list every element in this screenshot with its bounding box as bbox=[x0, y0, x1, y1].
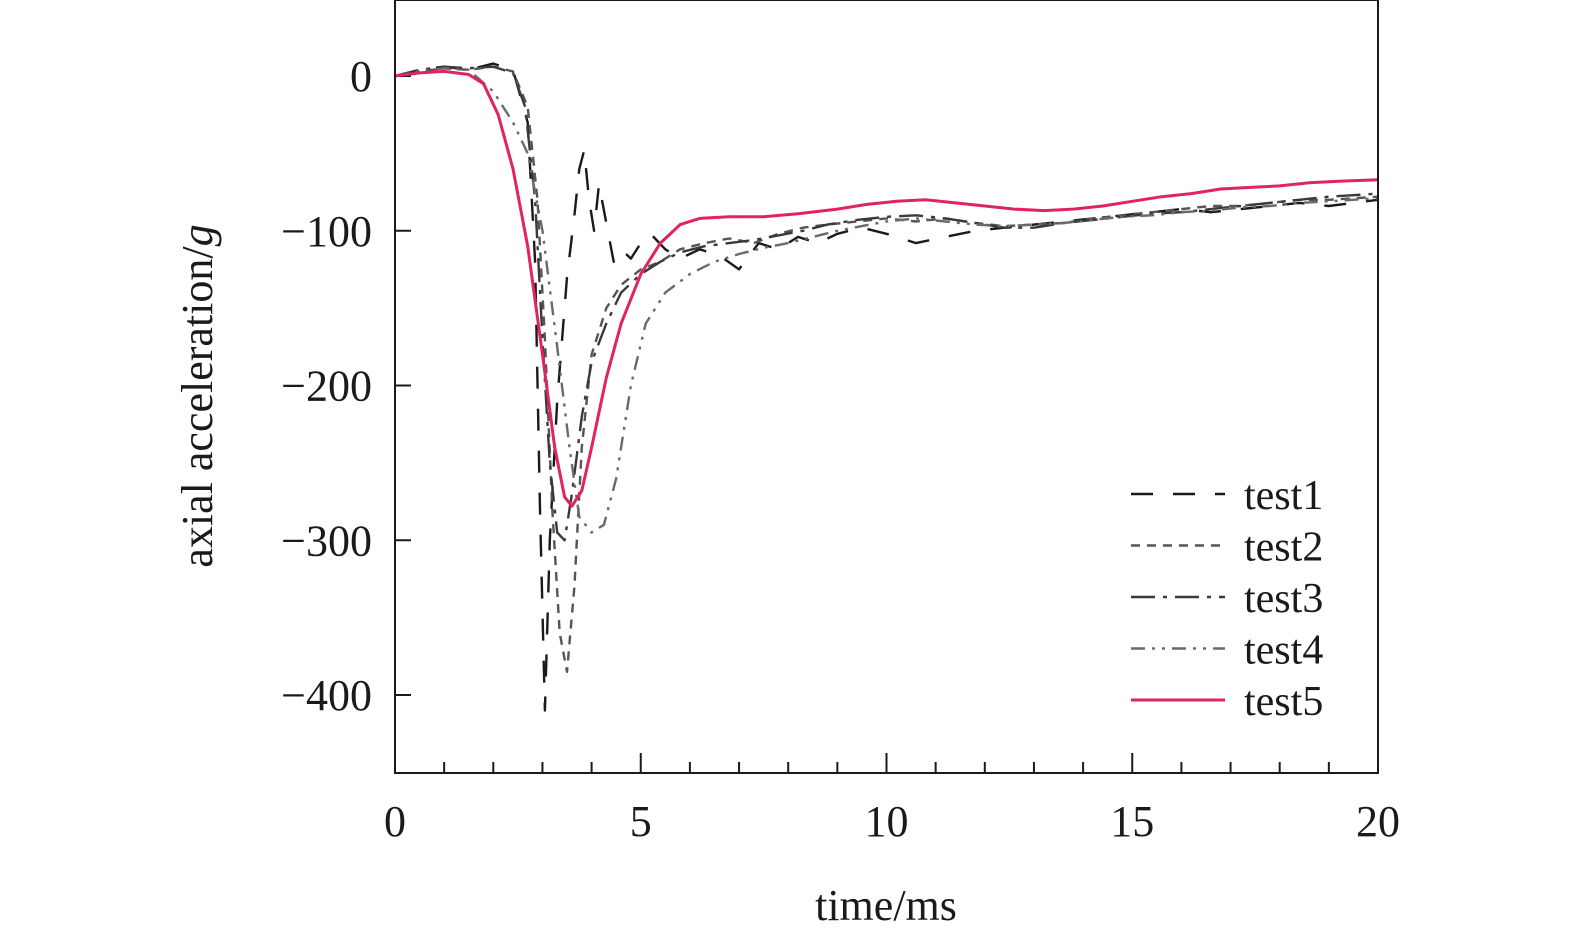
y-tick-label: −300 bbox=[281, 516, 372, 565]
legend-label-test3: test3 bbox=[1244, 576, 1323, 622]
x-axis-ticks: 0 5 10 15 20 bbox=[384, 753, 1400, 846]
series-group bbox=[394, 62, 1379, 712]
y-axis-title: axial acceleration/g bbox=[173, 224, 222, 567]
y-tick-label: −100 bbox=[281, 207, 372, 256]
y-axis-title-main: axial acceleration/ bbox=[173, 246, 222, 568]
x-axis-title: time/ms bbox=[815, 881, 957, 930]
y-tick-label: 0 bbox=[350, 52, 372, 101]
series-line-test1 bbox=[394, 62, 1379, 712]
x-tick-label: 20 bbox=[1356, 797, 1400, 846]
plot-frame bbox=[394, 0, 1379, 774]
y-tick-label: −400 bbox=[281, 671, 372, 720]
series-line-test2 bbox=[394, 65, 1379, 673]
series-line-test4 bbox=[394, 67, 1379, 534]
legend: test1 test2 test3 test4 test5 bbox=[1131, 473, 1323, 725]
x-tick-label: 15 bbox=[1110, 797, 1154, 846]
y-tick-label: −200 bbox=[281, 362, 372, 411]
legend-label-test1: test1 bbox=[1244, 473, 1323, 519]
legend-label-test2: test2 bbox=[1244, 525, 1323, 571]
legend-label-test4: test4 bbox=[1244, 628, 1323, 674]
x-tick-label: 0 bbox=[384, 797, 406, 846]
y-axis-title-unit: g bbox=[173, 224, 222, 246]
x-tick-label: 10 bbox=[865, 797, 909, 846]
legend-label-test5: test5 bbox=[1244, 679, 1323, 725]
series-line-test5 bbox=[394, 69, 1379, 508]
x-tick-label: 5 bbox=[630, 797, 652, 846]
y-axis-ticks: 0 −100 −200 −300 −400 bbox=[281, 52, 411, 720]
